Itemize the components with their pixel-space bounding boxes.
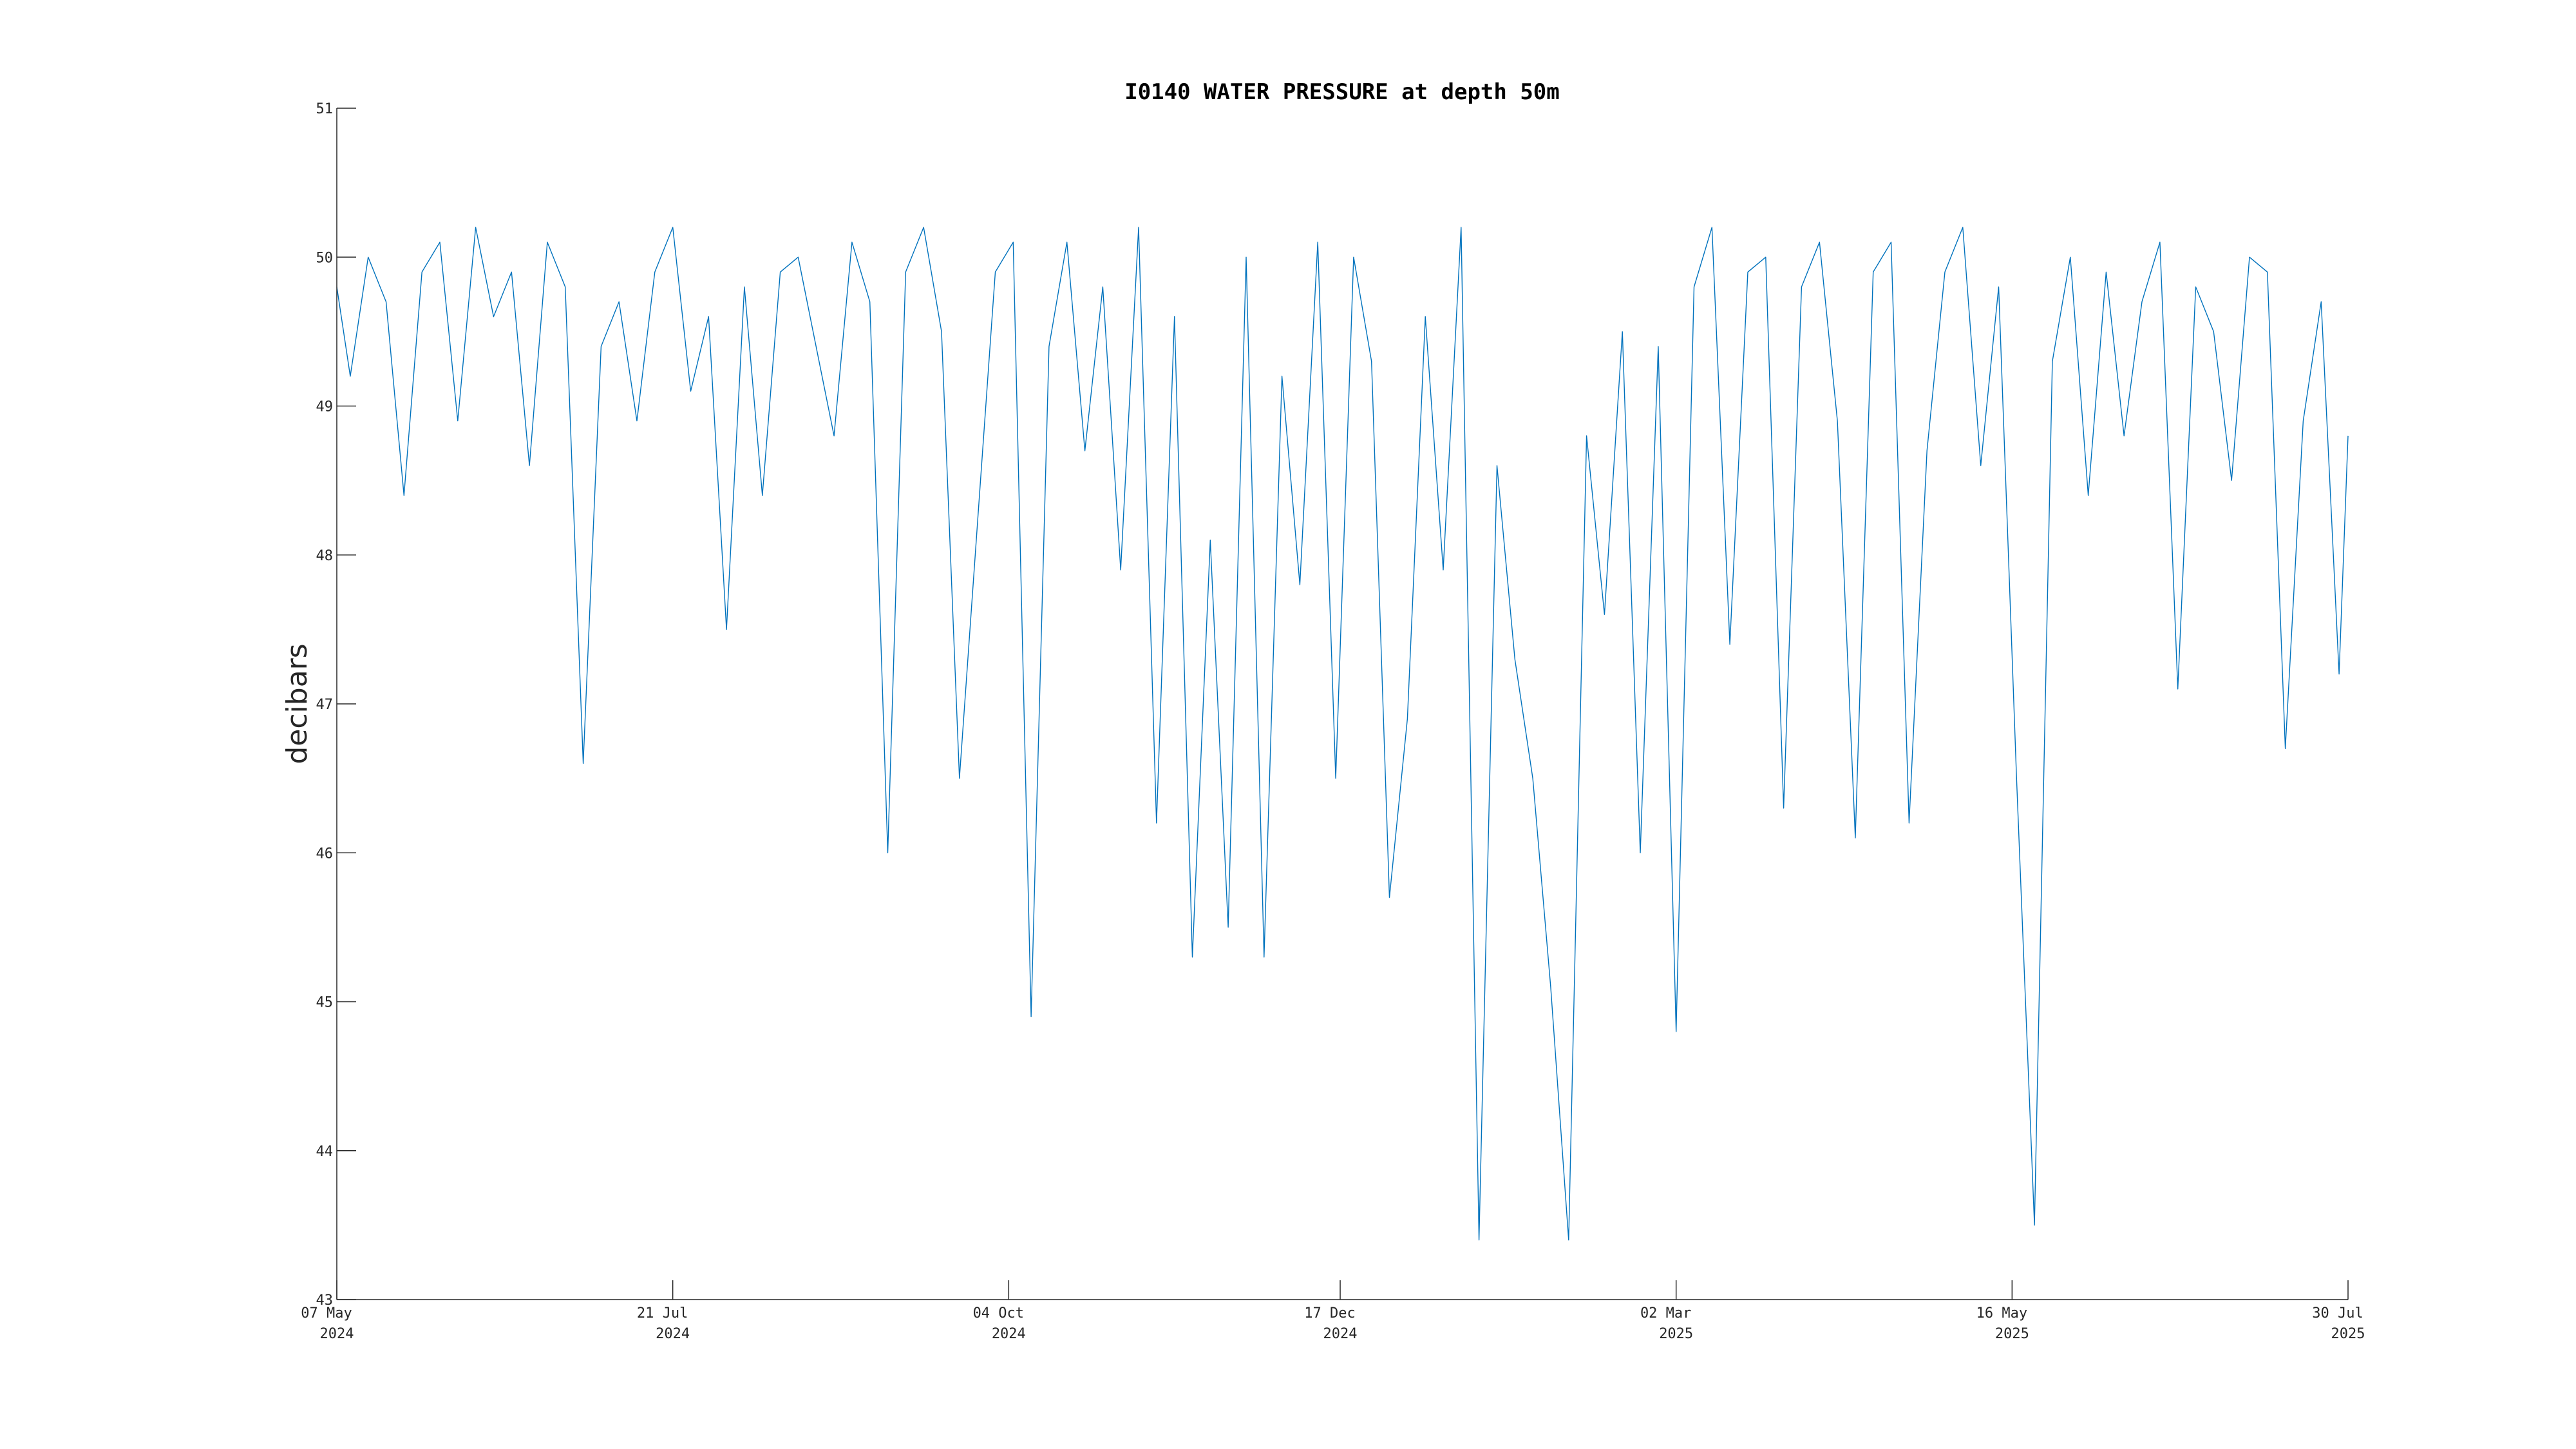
x-tick-year: 2024 [656, 1326, 690, 1342]
y-tick-label: 50 [316, 250, 334, 266]
x-tick-label: 04 Oct [973, 1305, 1024, 1321]
x-tick-year: 2024 [1323, 1326, 1358, 1342]
y-tick-label: 46 [316, 846, 334, 862]
x-tick-year: 2025 [2331, 1326, 2365, 1342]
y-tick-label: 48 [316, 548, 334, 564]
chart-title: I0140 WATER PRESSURE at depth 50m [1124, 79, 1560, 105]
x-tick-year: 2024 [320, 1326, 354, 1342]
y-tick-label: 49 [316, 399, 334, 415]
x-ticks: 07 May 2024 21 Jul 2024 04 Oct 2024 17 Dec 2024… [301, 1280, 2365, 1342]
x-tick-label: 30 Jul [2312, 1305, 2363, 1321]
y-tick-label: 51 [316, 101, 334, 117]
x-tick-year: 2024 [992, 1326, 1026, 1342]
x-tick-year: 2025 [1659, 1326, 1693, 1342]
x-tick-label: 07 May [301, 1305, 352, 1321]
x-tick-label: 21 Jul [637, 1305, 688, 1321]
y-tick-label: 47 [316, 697, 334, 713]
y-tick-label: 43 [316, 1293, 334, 1309]
series-layer [336, 227, 2349, 1241]
y-axis-label: decibars [281, 643, 314, 764]
y-ticks: 43 44 45 46 47 48 49 50 51 [316, 101, 356, 1309]
x-tick-label: 17 Dec [1304, 1305, 1355, 1321]
x-tick-year: 2025 [1995, 1326, 2029, 1342]
x-tick-label: 16 May [1976, 1305, 2027, 1321]
x-tick-label: 02 Mar [1640, 1305, 1691, 1321]
y-tick-label: 45 [316, 995, 334, 1011]
y-tick-label: 44 [316, 1144, 334, 1160]
series-line [336, 227, 2349, 1241]
